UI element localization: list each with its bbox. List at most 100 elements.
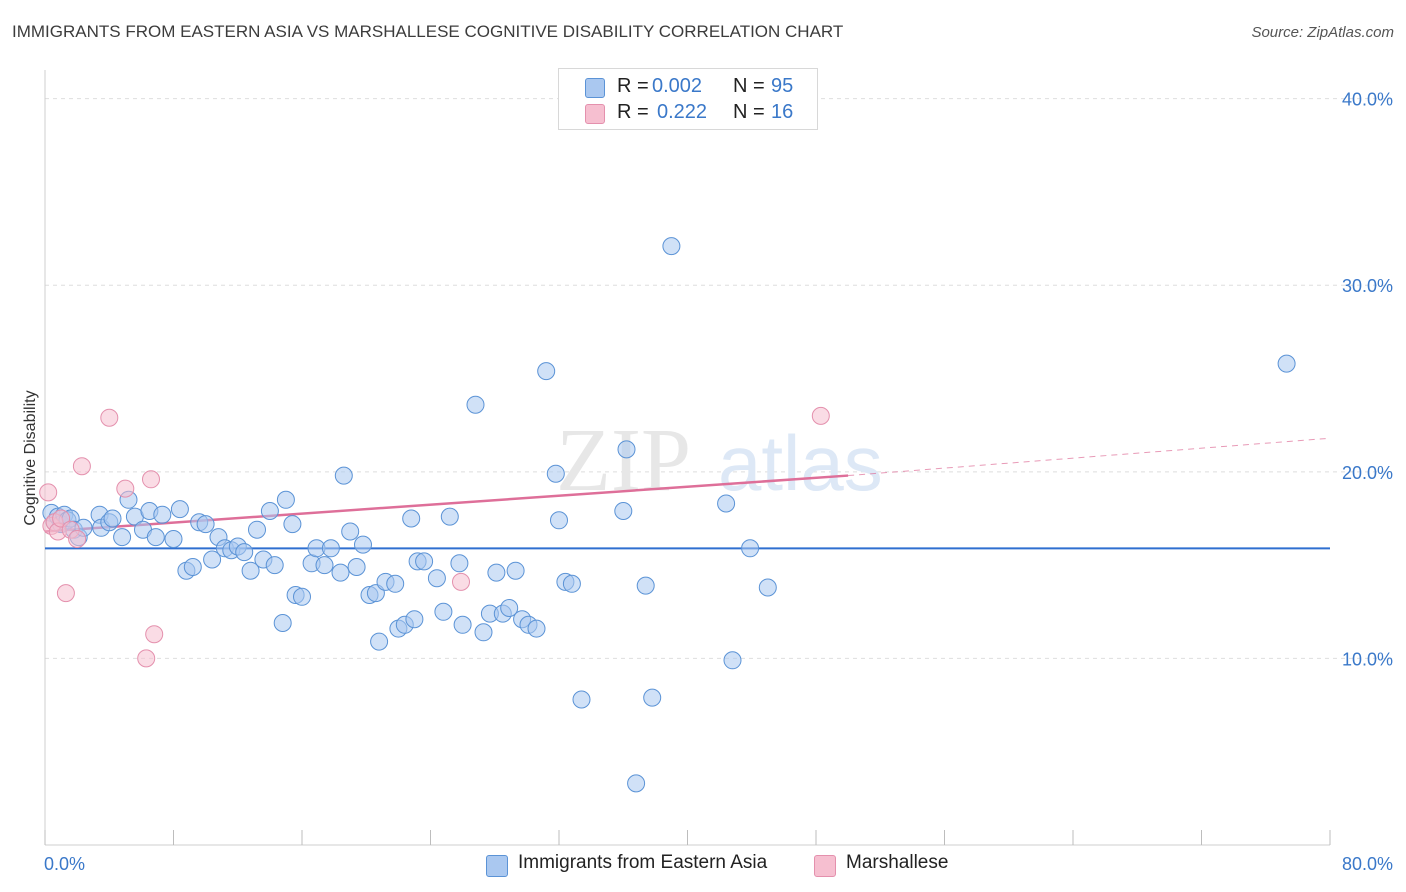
chart-title: IMMIGRANTS FROM EASTERN ASIA VS MARSHALL… (12, 22, 844, 41)
legend-n-label: N = (733, 75, 765, 97)
trend-lines (44, 437, 1331, 550)
legend-label: Immigrants from Eastern Asia (518, 852, 768, 873)
axes (44, 70, 1331, 846)
eastern-asia-point (1277, 354, 1296, 373)
eastern-asia-point (283, 515, 302, 534)
eastern-asia-point (276, 490, 295, 509)
y-tick-label: 40.0% (1342, 90, 1393, 110)
eastern-asia-point (113, 528, 132, 547)
eastern-asia-point (636, 576, 655, 595)
eastern-asia-point (241, 561, 260, 580)
eastern-asia-point (203, 550, 222, 569)
eastern-asia-point (500, 599, 519, 617)
eastern-asia-point (248, 520, 266, 539)
legend-swatch-blue (585, 78, 605, 98)
marshallese-point (137, 649, 156, 668)
marshallese-trend-extension (848, 437, 1331, 477)
source-credit: Source: ZipAtlas.com (1251, 24, 1394, 41)
eastern-asia-point (265, 556, 284, 575)
eastern-asia-point (321, 539, 340, 558)
legend-swatch-blue (486, 855, 508, 877)
eastern-asia-point (466, 395, 485, 414)
eastern-asia-point (717, 494, 736, 513)
eastern-asia-point (183, 558, 202, 576)
eastern-asia-point (662, 237, 681, 256)
eastern-asia-point (758, 578, 777, 597)
eastern-asia-point (627, 774, 646, 793)
legend-n-label: N = (733, 101, 765, 123)
legend-n-value: 16 (771, 101, 794, 123)
x-tick-label: 80.0% (1342, 854, 1393, 874)
eastern-asia-point (550, 511, 568, 530)
legend-label: Marshallese (846, 852, 949, 873)
eastern-asia-point (614, 502, 633, 520)
y-tick-label: 10.0% (1342, 649, 1393, 669)
eastern-asia-point (487, 563, 506, 582)
data-points (39, 237, 1296, 793)
eastern-asia-point (537, 362, 556, 381)
eastern-asia-point (562, 574, 581, 593)
correlation-legend: R = 0.002 N = 95 R = 0.222 N = 16 (558, 68, 818, 130)
legend-swatch-pink (585, 104, 605, 124)
eastern-asia-point (474, 623, 493, 642)
eastern-asia-point (741, 539, 760, 558)
eastern-asia-point (354, 535, 372, 554)
eastern-asia-point (546, 464, 565, 483)
eastern-asia-point (103, 509, 122, 528)
legend-r-label: R = (617, 101, 649, 123)
marshallese-point (142, 470, 160, 489)
legend-r-label: R = (617, 75, 649, 97)
marshallese-point (811, 406, 830, 425)
eastern-asia-point (617, 440, 636, 459)
legend-r-value: 0.222 (657, 101, 708, 123)
eastern-asia-point (334, 466, 353, 485)
eastern-asia-point (260, 502, 279, 520)
marshallese-point (145, 625, 164, 644)
eastern-asia-point (405, 610, 424, 629)
marshallese-point (116, 479, 135, 498)
eastern-asia-point (415, 552, 434, 571)
marshallese-point (56, 584, 75, 603)
y-tick-label: 20.0% (1342, 463, 1393, 483)
marshallese-point (72, 457, 91, 476)
eastern-asia-point (427, 569, 446, 588)
eastern-asia-point (293, 587, 311, 606)
eastern-asia-point (440, 507, 459, 526)
legend-r-value: 0.002 (652, 75, 703, 97)
eastern-asia-point (723, 651, 742, 670)
eastern-asia-point (527, 619, 546, 638)
marshallese-point (100, 408, 119, 427)
eastern-asia-point (370, 632, 389, 651)
y-axis-label: Cognitive Disability (22, 390, 39, 525)
legend-swatch-pink (814, 855, 836, 877)
eastern-asia-point (506, 561, 525, 580)
marshallese-point (68, 530, 87, 548)
eastern-asia-point (170, 500, 189, 519)
watermark-atlas: atlas (718, 419, 883, 507)
eastern-asia-point (196, 515, 215, 534)
marshallese-trend-line (44, 474, 849, 533)
y-tick-label: 30.0% (1342, 276, 1393, 296)
eastern-asia-point (450, 554, 469, 573)
eastern-asia-point (164, 530, 183, 548)
eastern-asia-point (434, 602, 453, 621)
eastern-asia-point (643, 688, 662, 707)
watermark: ZIP atlas (556, 411, 883, 510)
eastern-asia-point (341, 522, 360, 541)
legend-n-value: 95 (771, 75, 794, 97)
marshallese-point (39, 483, 58, 502)
x-tick-label: 0.0% (44, 854, 85, 874)
eastern-asia-point (453, 615, 472, 634)
eastern-asia-point (331, 563, 350, 582)
eastern-asia-point (572, 690, 591, 709)
eastern-asia-point (386, 574, 405, 593)
eastern-asia-point (273, 614, 292, 632)
eastern-asia-point (235, 543, 254, 562)
tick-labels: 10.0% 20.0% 30.0% 40.0% 0.0% 80.0% (44, 90, 1393, 874)
eastern-asia-point (315, 556, 334, 575)
eastern-asia-point (146, 528, 165, 547)
marshallese-point (452, 572, 470, 591)
eastern-asia-point (347, 558, 366, 576)
eastern-asia-point (153, 505, 172, 524)
